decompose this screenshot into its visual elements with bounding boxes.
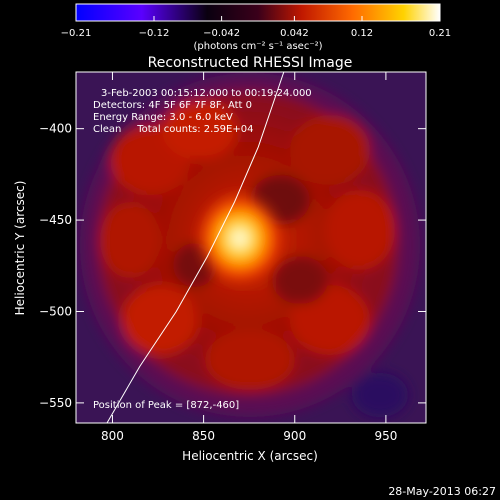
colorbar-tick-label: 0.12 [351,28,373,39]
axes: 800 850 900 950 −400 −450 −500 −550 [39,72,426,443]
annotation-clean: Clean Total counts: 2.59E+04 [93,124,253,135]
y-tick-label: −450 [39,213,72,227]
plot-frame [75,71,427,424]
annotation-detectors: Detectors: 4F 5F 6F 7F 8F, Att 0 [93,100,252,111]
footer-date: 28-May-2013 06:27 [388,485,496,498]
y-tick-label: −400 [39,122,72,136]
solar-limb-curve [106,72,285,423]
x-tick-label: 900 [283,429,306,443]
colorbar-tick-label: −0.12 [139,28,170,39]
annotation-energy: Energy Range: 3.0 - 6.0 keV [93,112,233,123]
plot-area [76,72,426,423]
annotation-peak-position: Position of Peak = [872,-460] [93,400,239,411]
colorbar-tick-label: 0.21 [429,28,451,39]
peak-emission [194,190,285,287]
x-tick-label: 950 [374,429,397,443]
x-tick-label: 850 [192,429,215,443]
x-axis-label: Heliocentric X (arcsec) [182,449,318,463]
y-axis-label: Heliocentric Y (arcsec) [13,181,27,316]
y-tick-label: −500 [39,304,72,318]
colorbar-tick-label: −0.042 [203,28,240,39]
colorbar-units-label: (photons cm⁻² s⁻¹ asec⁻²) [193,41,322,52]
annotation-time-range: 3-Feb-2003 00:15:12.000 to 00:19:24.000 [101,88,312,99]
x-tick-label: 800 [101,429,124,443]
colorbar-tick-label: −0.21 [61,28,92,39]
colorbar-tick-label: 0.042 [280,28,309,39]
colorbar [75,3,441,22]
y-tick-label: −550 [39,396,72,410]
colorbar-ticks: −0.21 −0.12 −0.042 0.042 0.12 0.21 [61,16,451,39]
chart-title: Reconstructed RHESSI Image [148,55,353,71]
